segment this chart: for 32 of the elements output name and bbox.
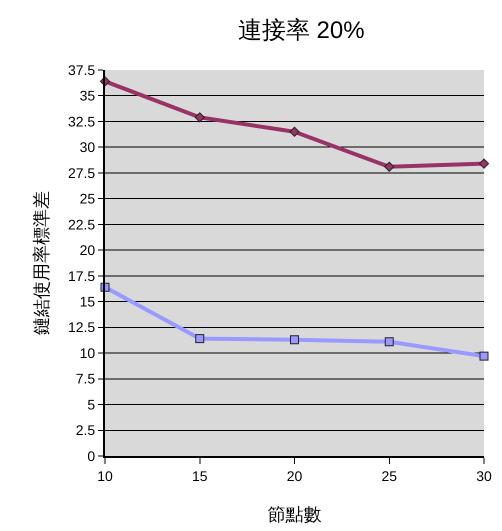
chart-title: 連接率 20% [238,17,365,44]
point [194,112,205,122]
y-tick-label: 10 [80,344,96,361]
point [290,335,299,344]
point [478,158,490,169]
y-tick-label: 5 [87,396,96,412]
y-tick-label: 20 [80,242,96,258]
x-tick-label: 10 [97,468,113,484]
point [384,337,394,346]
x-tick-label: 25 [381,468,398,484]
x-tick-label: 30 [476,468,492,484]
y-tick-label: 25 [80,190,96,207]
y-tick-label: 30 [80,139,96,156]
y-tick-label: 22.5 [68,216,96,232]
point [195,334,204,344]
point [480,352,488,361]
y-tick-label: 35 [80,88,96,104]
y-tick-label: 7.5 [76,370,96,387]
y-axis-title: 鏈結使用率標準差 [32,191,52,335]
point [289,126,300,137]
x-tick-label: 20 [286,468,302,484]
y-tick-label: 12.5 [68,319,96,336]
y-tick-label: 15 [80,294,96,310]
x-axis-title: 節點數 [268,504,322,524]
y-tick-label: 27.5 [68,164,96,181]
point [384,162,394,172]
y-tick-label: 0 [87,448,96,464]
y-tick-label: 32.5 [68,113,96,130]
y-tick-label: 17.5 [68,268,96,284]
x-tick-label: 15 [192,468,208,484]
y-tick-label: 2.5 [76,422,96,438]
y-tick-label: 37.5 [68,62,96,78]
